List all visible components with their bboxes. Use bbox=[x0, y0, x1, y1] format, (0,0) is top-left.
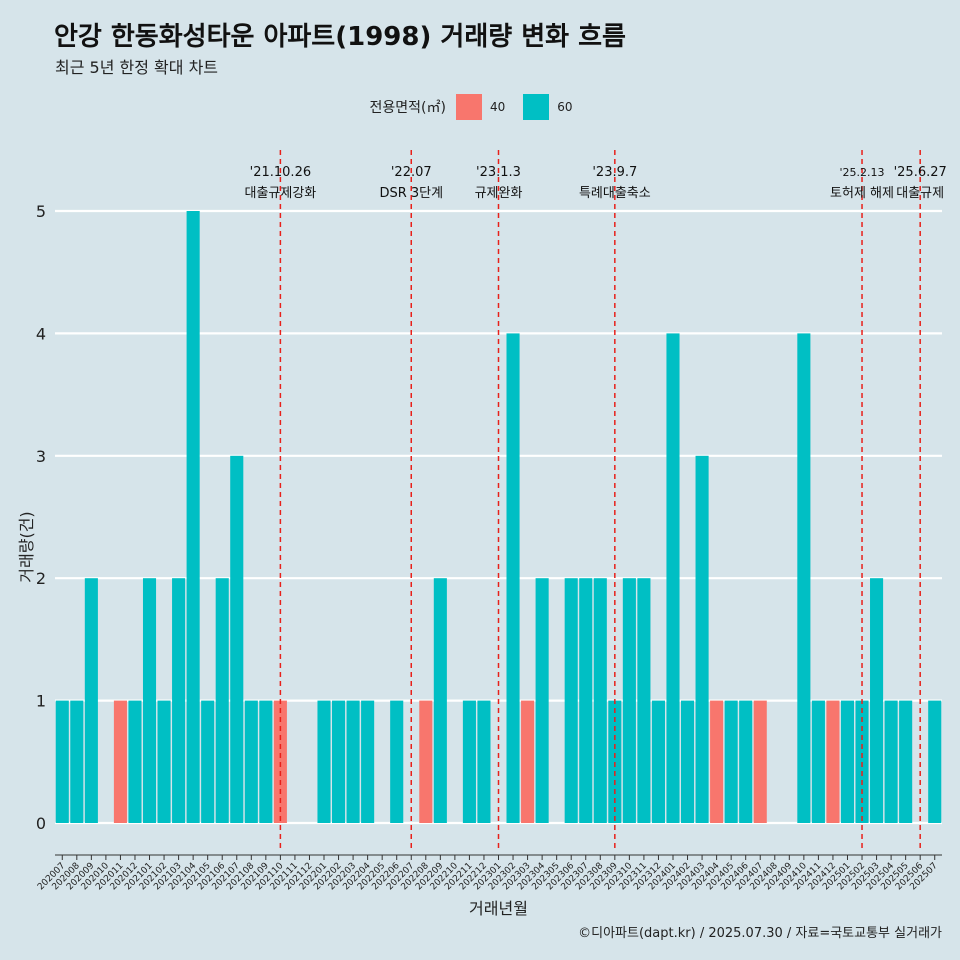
event-text-label: 대출규제 bbox=[896, 186, 944, 201]
bar-60-202405 bbox=[724, 700, 738, 823]
event-text-label: 토허제 해제 bbox=[830, 186, 894, 201]
bar-60-202012 bbox=[128, 700, 142, 823]
bar-60-202307 bbox=[579, 578, 593, 823]
bar-40-202404 bbox=[710, 700, 724, 823]
bar-40-202407 bbox=[753, 700, 767, 823]
bar-60-202209 bbox=[433, 578, 447, 823]
bar-60-202206 bbox=[390, 700, 404, 823]
bar-60-202503 bbox=[870, 578, 884, 823]
bar-60-202406 bbox=[739, 700, 753, 823]
chart-title: 안강 한동화성타운 아파트(1998) 거래량 변화 흐름 bbox=[54, 22, 626, 52]
bar-60-202008 bbox=[70, 700, 84, 823]
legend-label-60: 60 bbox=[557, 100, 573, 114]
event-date-label: '22.07 bbox=[391, 165, 432, 180]
bar-60-202201 bbox=[317, 700, 331, 823]
y-axis-title: 거래량(건) bbox=[17, 511, 36, 582]
bar-60-202103 bbox=[172, 578, 186, 823]
y-tick-label: 2 bbox=[36, 569, 46, 588]
bar-60-202304 bbox=[535, 578, 549, 823]
y-tick-label: 5 bbox=[36, 202, 46, 221]
bar-60-202212 bbox=[477, 700, 491, 823]
bar-60-202102 bbox=[157, 700, 171, 823]
bar-60-202109 bbox=[259, 700, 273, 823]
event-date-label: '21.10.26 bbox=[250, 165, 311, 180]
bar-40-202412 bbox=[826, 700, 840, 823]
bar-60-202105 bbox=[201, 700, 215, 823]
y-tick-label: 4 bbox=[36, 324, 46, 343]
bar-60-202502 bbox=[855, 700, 869, 823]
bar-60-202507 bbox=[928, 700, 942, 823]
bar-60-202302 bbox=[506, 333, 520, 823]
bar-40-202110 bbox=[273, 700, 287, 823]
bar-60-202107 bbox=[230, 455, 244, 823]
event-date-label: '23.1.3 bbox=[476, 165, 521, 180]
legend-key-60 bbox=[523, 94, 550, 120]
event-date-label: '25.6.27 bbox=[894, 165, 947, 180]
event-date-label: '23.9.7 bbox=[592, 165, 637, 180]
legend-key-40 bbox=[455, 94, 482, 120]
bar-60-202504 bbox=[884, 700, 898, 823]
bar-40-202303 bbox=[521, 700, 535, 823]
bar-60-202410 bbox=[797, 333, 811, 823]
bar-60-202308 bbox=[593, 578, 607, 823]
bar-60-202312 bbox=[651, 700, 665, 823]
event-text-label: 대출규제강화 bbox=[245, 186, 317, 201]
bar-60-202411 bbox=[811, 700, 825, 823]
bar-60-202203 bbox=[346, 700, 360, 823]
bar-40-202011 bbox=[113, 700, 127, 823]
event-text-label: DSR 3단계 bbox=[379, 186, 443, 201]
bar-60-202505 bbox=[899, 700, 913, 823]
event-date-label: '25.2.13 bbox=[840, 166, 885, 179]
bar-60-202211 bbox=[462, 700, 476, 823]
chart-subtitle: 최근 5년 한정 확대 차트 bbox=[55, 58, 219, 77]
bar-60-202204 bbox=[361, 700, 375, 823]
legend: 전용면적(㎡) 40 60 bbox=[0, 92, 960, 122]
y-tick-label: 1 bbox=[36, 692, 46, 711]
bar-60-202009 bbox=[84, 578, 98, 823]
bar-60-202402 bbox=[680, 700, 695, 823]
y-tick-label: 0 bbox=[36, 814, 46, 833]
bar-60-202108 bbox=[244, 700, 258, 823]
bar-60-202007 bbox=[55, 700, 69, 823]
bar-60-202311 bbox=[637, 578, 651, 823]
bar-60-202306 bbox=[564, 578, 578, 823]
bar-60-202104 bbox=[186, 211, 200, 823]
bar-60-202202 bbox=[332, 700, 346, 823]
bar-60-202403 bbox=[695, 455, 709, 823]
y-tick-label: 3 bbox=[36, 447, 46, 466]
legend-title: 전용면적(㎡) bbox=[369, 100, 446, 116]
bar-60-202401 bbox=[666, 333, 680, 823]
legend-label-40: 40 bbox=[489, 100, 506, 114]
bar-60-202309 bbox=[608, 700, 622, 823]
bar-60-202501 bbox=[840, 700, 855, 823]
x-axis-title: 거래년월 bbox=[469, 899, 528, 918]
event-text-label: 특례대출축소 bbox=[579, 186, 651, 201]
bar-60-202101 bbox=[142, 578, 157, 823]
source-caption: ©디아파트(dapt.kr) / 2025.07.30 / 자료=국토교통부 실… bbox=[578, 926, 942, 941]
bar-60-202106 bbox=[215, 578, 229, 823]
bar-40-202208 bbox=[419, 700, 433, 823]
bar-60-202310 bbox=[622, 578, 636, 823]
event-text-label: 규제완화 bbox=[475, 186, 523, 201]
